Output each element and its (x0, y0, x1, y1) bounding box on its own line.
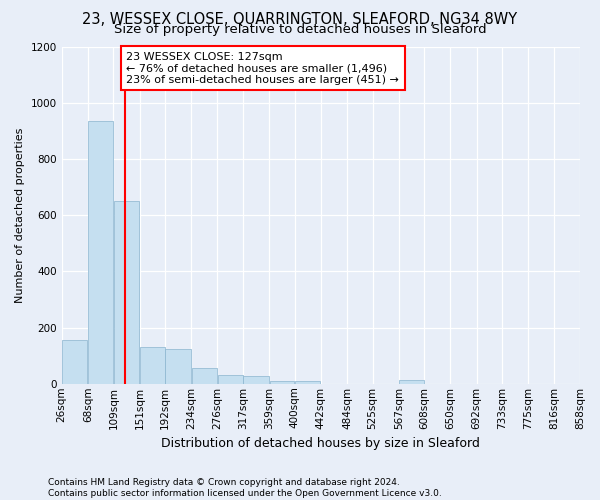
Bar (399, 380, 424, 384)
Text: Size of property relative to detached houses in Sleaford: Size of property relative to detached ho… (113, 22, 487, 36)
Text: 23 WESSEX CLOSE: 127sqm
← 76% of detached houses are smaller (1,496)
23% of semi: 23 WESSEX CLOSE: 127sqm ← 76% of detache… (127, 52, 400, 85)
Bar (166, 348, 191, 384)
Bar (62, 340, 88, 384)
Bar (140, 347, 165, 384)
Text: Contains HM Land Registry data © Crown copyright and database right 2024.
Contai: Contains HM Land Registry data © Crown c… (48, 478, 442, 498)
Bar (295, 381, 320, 384)
Bar (244, 376, 269, 384)
Text: 23, WESSEX CLOSE, QUARRINGTON, SLEAFORD, NG34 8WY: 23, WESSEX CLOSE, QUARRINGTON, SLEAFORD,… (82, 12, 518, 28)
X-axis label: Distribution of detached houses by size in Sleaford: Distribution of detached houses by size … (161, 437, 480, 450)
Bar (269, 381, 294, 384)
Bar (191, 368, 217, 384)
Bar (88, 121, 113, 384)
Bar (114, 201, 139, 384)
Y-axis label: Number of detached properties: Number of detached properties (15, 128, 25, 303)
Bar (218, 376, 242, 384)
